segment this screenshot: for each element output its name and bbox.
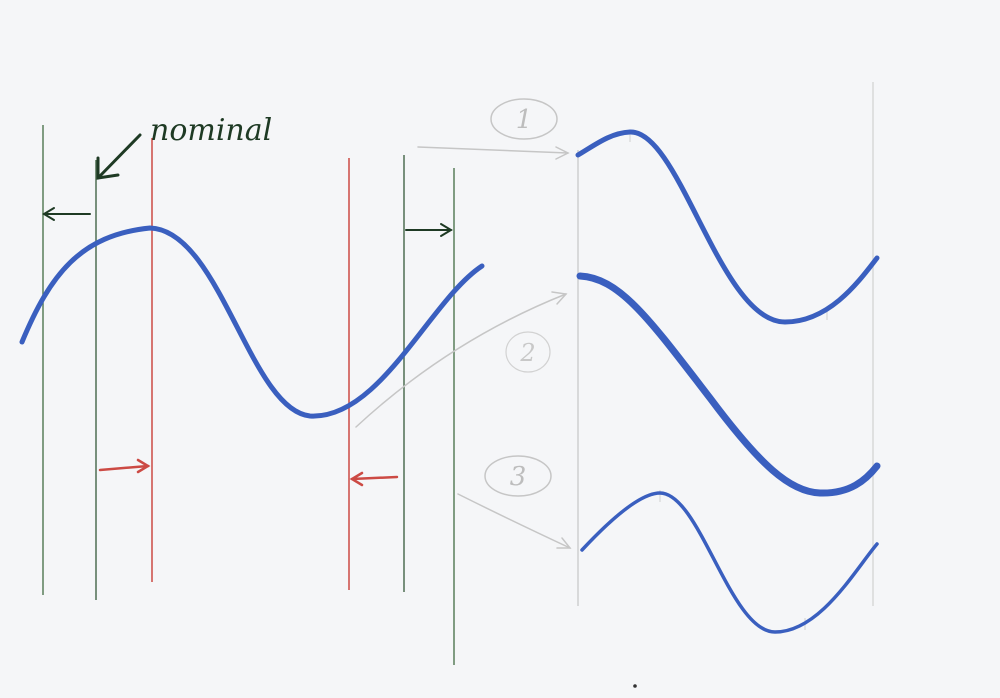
- outward-arrow-left: [42, 207, 91, 221]
- nominal-label: nominal: [150, 113, 272, 148]
- step-marker-2: 2: [505, 331, 551, 373]
- variant-wave-3: [580, 491, 879, 634]
- nominal-pointer-arrow: [96, 133, 142, 180]
- step-marker-3: 3: [484, 455, 552, 497]
- guide-arrow-3: [457, 493, 572, 549]
- inward-arrow-right: [349, 471, 399, 487]
- step-marker-2-number: 2: [519, 339, 535, 367]
- step-marker-1: 1: [490, 98, 558, 140]
- step-marker-1-number: 1: [516, 105, 533, 135]
- variant-wave-1: [575, 129, 880, 325]
- stray-dot: [633, 684, 637, 688]
- outward-arrow-right: [405, 223, 453, 237]
- inward-arrow-left: [98, 458, 151, 474]
- main-wave: [19, 225, 485, 419]
- guide-arrow-2: [355, 291, 568, 428]
- guide-arrow-1: [417, 146, 570, 160]
- step-marker-3-number: 3: [510, 462, 527, 492]
- variant-wave-2: [576, 272, 881, 497]
